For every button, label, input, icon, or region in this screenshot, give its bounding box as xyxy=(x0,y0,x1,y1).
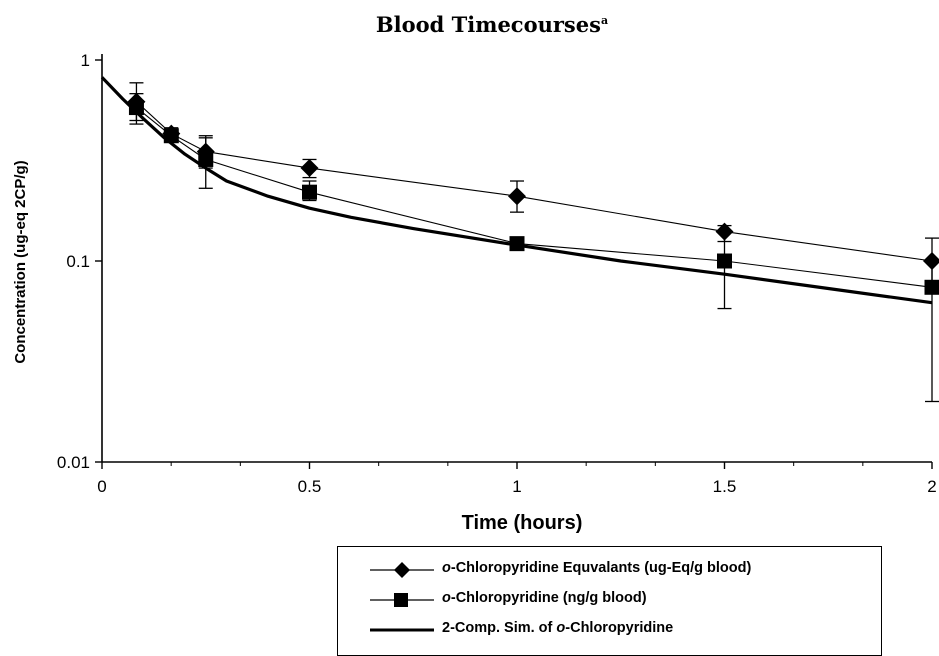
chart-title-text: Blood Timecourses xyxy=(376,12,601,37)
x-tick-label: 0 xyxy=(97,477,106,496)
plot-axes: 0.01 0.1 1 0 0.5 1 1.5 2 xyxy=(57,51,937,496)
square-marker xyxy=(198,152,213,167)
diamond-marker-icon xyxy=(368,558,438,582)
series-line-1 xyxy=(136,108,932,288)
square-marker xyxy=(164,128,179,143)
solid-line-icon xyxy=(368,618,438,642)
legend-item-simulation: 2-Comp. Sim. of o-Chloropyridine xyxy=(338,618,881,642)
data-markers xyxy=(127,93,939,295)
x-tick-label: 1 xyxy=(512,477,521,496)
square-marker xyxy=(925,280,939,295)
legend-label-chloropyridine: o-Chloropyridine (ng/g blood) xyxy=(442,590,647,606)
x-tick-label: 0.5 xyxy=(298,477,322,496)
diamond-marker xyxy=(508,187,526,205)
square-marker xyxy=(510,236,525,251)
error-bars xyxy=(129,83,939,402)
legend-item-equivalents: o-Chloropyridine Equvalants (ug-Eq/g blo… xyxy=(338,558,881,582)
square-marker xyxy=(302,185,317,200)
square-marker xyxy=(717,254,732,269)
legend: o-Chloropyridine Equvalants (ug-Eq/g blo… xyxy=(337,546,882,656)
x-tick-label: 1.5 xyxy=(713,477,737,496)
legend-item-chloropyridine: o-Chloropyridine (ng/g blood) xyxy=(338,588,881,612)
series-lines xyxy=(136,102,932,288)
square-marker-icon xyxy=(368,588,438,612)
y-tick-label: 1 xyxy=(81,51,90,70)
y-tick-label: 0.01 xyxy=(57,453,90,472)
diamond-marker xyxy=(301,159,319,177)
diamond-marker xyxy=(923,252,939,270)
x-axis-title: Time (hours) xyxy=(462,512,583,534)
y-axis-title: Concentration (ug-eq 2CP/g) xyxy=(12,160,29,363)
legend-label-simulation: 2-Comp. Sim. of o-Chloropyridine xyxy=(442,620,673,636)
y-tick-label: 0.1 xyxy=(66,252,90,271)
x-tick-label: 2 xyxy=(927,477,936,496)
legend-label-equivalents: o-Chloropyridine Equvalants (ug-Eq/g blo… xyxy=(442,560,751,576)
square-marker xyxy=(129,100,144,115)
series-line-0 xyxy=(136,102,932,261)
chart-title-superscript: a xyxy=(601,14,608,27)
chart-title: Blood Timecoursesa xyxy=(376,12,608,37)
